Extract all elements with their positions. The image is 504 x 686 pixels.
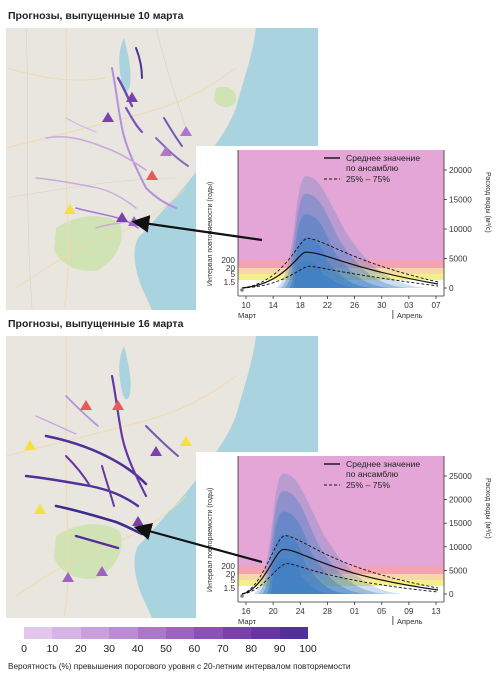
x-tick-label: 13 [431, 607, 441, 616]
y-right-tick-label: 0 [449, 590, 454, 599]
colorbar-bin [194, 627, 223, 639]
x-tick-label: 30 [377, 301, 387, 310]
x-tick-label: 10 [241, 301, 251, 310]
x-tick-label: 01 [350, 607, 360, 616]
park-area [54, 216, 122, 271]
arrow-1 [131, 215, 263, 242]
legend-quantile-label: 25% – 75% [346, 480, 390, 490]
colorbar-label: 50 [160, 643, 172, 655]
x-tick-label: 14 [269, 301, 279, 310]
y-right-tick-label: 10000 [449, 225, 472, 234]
legend-quantile-label: 25% – 75% [346, 174, 390, 184]
lake [119, 346, 131, 400]
y-left-tick-label: 1.5 [224, 278, 236, 287]
ensemble-mean-line [241, 251, 439, 289]
colorbar-caption: Вероятность (%) превышения порогового ур… [8, 662, 351, 671]
colorbar-label: 0 [21, 643, 27, 655]
y-right-tick-label: 15000 [449, 519, 472, 528]
x-tick-label: 24 [296, 607, 306, 616]
colorbar-bin [279, 627, 309, 639]
return-period-band [238, 580, 444, 586]
y-right-tick-label: 5000 [449, 255, 468, 264]
start-marker [240, 594, 244, 598]
colorbar-bin [137, 627, 167, 639]
y-right-axis-title: Расход воды (м³/с) [484, 478, 491, 539]
y-right-tick-label: 25000 [449, 472, 472, 481]
colorbar-bin [251, 627, 280, 639]
x-tick-label: 16 [241, 607, 251, 616]
y-left-axis-title: Интервал повторяемости (годы) [207, 488, 214, 592]
colorbar-label: 20 [74, 643, 87, 655]
x-tick-label: 26 [350, 301, 360, 310]
y-left-axis-title: Интервал повторяемости (годы) [207, 182, 214, 286]
park-area [54, 524, 122, 579]
colorbar-bin [109, 627, 138, 639]
y-left-tick-label: 200 [221, 256, 235, 265]
y-left-tick-label: 200 [221, 562, 235, 571]
legend-mean-label: Среднее значение [346, 153, 420, 163]
legend-mean-label: Среднее значение [346, 459, 420, 469]
arrow-2 [133, 523, 263, 564]
ensemble-mean-line [241, 548, 439, 595]
x-tick-label: 22 [323, 301, 333, 310]
y-right-tick-label: 10000 [449, 543, 472, 552]
ensemble-spread [270, 558, 334, 594]
legend-mean-label-2: по ансамблю [346, 163, 399, 173]
month-label-left: Март [238, 311, 257, 320]
ensemble-spread [293, 260, 357, 288]
month-label-left: Март [238, 617, 257, 626]
colorbar-label: 10 [46, 643, 59, 655]
colorbar-label: 90 [273, 643, 286, 655]
hydrograph-2: 16 20 24 28 01 05 09 13 Март Апрель 200 20 5 1.5 Интер… [196, 452, 496, 632]
quantile-25-line [241, 562, 439, 595]
month-label-right: Апрель [397, 311, 423, 320]
x-tick-label: 20 [269, 607, 279, 616]
colorbar-label: 60 [188, 643, 201, 655]
colorbar-bin [166, 627, 195, 639]
y-right-axis-title: Расход воды (м³/с) [484, 172, 491, 233]
panel-title-2: Прогнозы, выпущенные 16 марта [8, 318, 184, 330]
colorbar-labels: 0 10 20 30 40 50 60 70 80 90 100 [0, 643, 330, 657]
y-right-tick-label: 0 [449, 284, 454, 293]
hydrograph-1: 10 14 18 22 26 30 03 07 Март Апрель 200 20 5 1.5 Интер… [196, 146, 496, 326]
colorbar-label: 40 [131, 643, 144, 655]
x-tick-label: 03 [404, 301, 414, 310]
colorbar-label: 100 [299, 643, 317, 655]
colorbar-bin [52, 627, 81, 639]
y-right-tick-label: 20000 [449, 166, 472, 175]
return-period-band [238, 574, 444, 580]
x-tick-label: 09 [404, 607, 414, 616]
panel-title-1: Прогнозы, выпущенные 10 марта [8, 10, 184, 22]
x-tick-label: 05 [377, 607, 387, 616]
colorbar-label: 30 [103, 643, 116, 655]
y-right-tick-label: 5000 [449, 566, 468, 575]
colorbar-label: 70 [216, 643, 229, 655]
y-right-tick-label: 15000 [449, 196, 472, 205]
start-marker [240, 288, 244, 292]
quantile-75-line [241, 237, 439, 289]
legend-mean-label-2: по ансамблю [346, 469, 399, 479]
y-left-tick-label: 1.5 [224, 584, 236, 593]
y-left-tick-label: 5 [230, 270, 235, 279]
return-period-band [238, 260, 444, 268]
month-label-right: Апрель [397, 617, 423, 626]
probability-colorbar [24, 627, 309, 639]
x-tick-label: 18 [296, 301, 306, 310]
quantile-75-line [241, 534, 439, 595]
colorbar-bin [24, 627, 53, 639]
return-period-band [238, 566, 444, 574]
colorbar-label: 80 [245, 643, 258, 655]
colorbar-bin [80, 627, 110, 639]
x-tick-label: 28 [323, 607, 333, 616]
y-left-tick-label: 20 [226, 264, 236, 273]
lake [119, 38, 131, 92]
y-left-tick-label: 5 [230, 576, 235, 585]
x-tick-label: 07 [431, 301, 441, 310]
colorbar-bin [222, 627, 252, 639]
y-right-tick-label: 20000 [449, 496, 472, 505]
y-left-tick-label: 20 [226, 570, 236, 579]
return-period-band [238, 268, 444, 274]
quantile-25-line [241, 265, 439, 289]
